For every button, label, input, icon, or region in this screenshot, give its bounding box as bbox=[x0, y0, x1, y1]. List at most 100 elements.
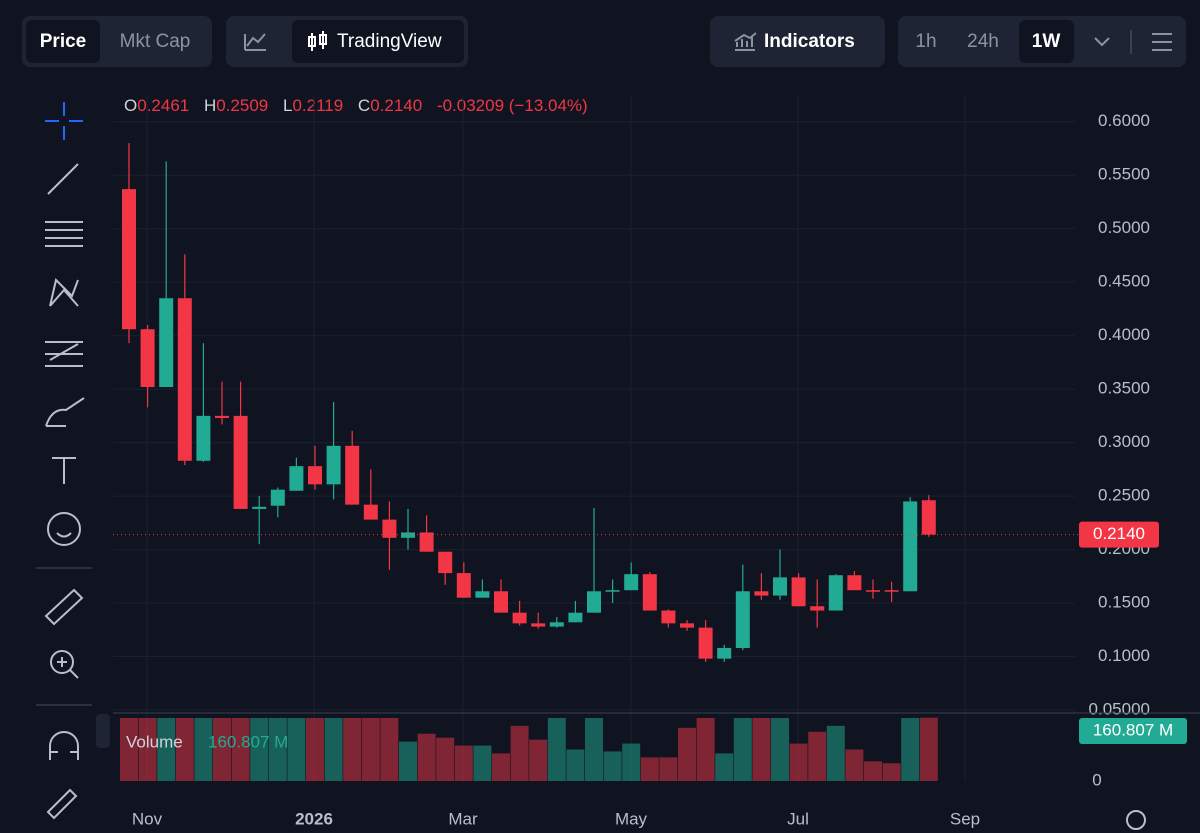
volume-bar bbox=[213, 717, 231, 781]
candle-body bbox=[122, 189, 136, 330]
y-tick-label: 0.4000 bbox=[1098, 325, 1150, 344]
settings-icon[interactable] bbox=[1152, 33, 1172, 51]
indicators-icon bbox=[734, 32, 757, 51]
candle-body bbox=[717, 647, 732, 659]
volume-bar bbox=[454, 745, 473, 781]
zoom-icon bbox=[57, 657, 79, 679]
candle-body bbox=[419, 532, 434, 552]
volume-bar bbox=[547, 717, 566, 781]
y-tick-label: 0.6000 bbox=[1098, 111, 1150, 130]
collapse-button[interactable] bbox=[96, 714, 110, 748]
ohlc-value: 0.2509 bbox=[216, 96, 268, 115]
y-tick-label: 0.3000 bbox=[1098, 432, 1150, 451]
brush-tool[interactable] bbox=[45, 397, 85, 427]
mktcap-button[interactable]: Mkt Cap bbox=[120, 31, 191, 52]
candle-body bbox=[494, 591, 508, 613]
candle-body bbox=[308, 466, 322, 485]
y-tick-label: 0.5000 bbox=[1098, 218, 1150, 237]
volume-bar bbox=[361, 717, 380, 781]
candle-body bbox=[754, 591, 769, 596]
interval-button[interactable]: 1h bbox=[915, 31, 936, 52]
volume-bar bbox=[324, 717, 343, 781]
candle-body bbox=[884, 590, 899, 592]
volume-bar bbox=[808, 731, 827, 781]
y-tick-label: 0.3500 bbox=[1098, 379, 1150, 398]
volume-bar bbox=[752, 717, 771, 781]
x-tick-label: Jul bbox=[787, 809, 809, 828]
crosshair-tool[interactable] bbox=[45, 102, 83, 140]
volume-bar bbox=[603, 751, 622, 781]
magnet-tool[interactable] bbox=[49, 731, 79, 760]
volume-box bbox=[1079, 718, 1187, 744]
volume-bar bbox=[175, 717, 194, 781]
pattern-tool[interactable] bbox=[49, 278, 79, 307]
lock-tool[interactable] bbox=[46, 788, 78, 820]
x-tick-label: Sep bbox=[950, 809, 980, 828]
dropdown-icon[interactable] bbox=[1094, 37, 1110, 47]
volume-bar bbox=[250, 717, 269, 781]
toggle-active bbox=[26, 20, 100, 63]
candle-body bbox=[605, 590, 620, 592]
interval-button[interactable]: 1W bbox=[1032, 31, 1061, 52]
y-tick-label: 0.5500 bbox=[1098, 165, 1150, 184]
candle-body bbox=[549, 622, 564, 627]
ohlc-change: -0.03209 (−13.04%) bbox=[437, 96, 588, 115]
volume-bar bbox=[138, 717, 157, 781]
volume-tick-label: 0 bbox=[1092, 770, 1101, 789]
settings-gear[interactable] bbox=[1126, 810, 1146, 830]
candle-body bbox=[698, 627, 713, 659]
toggle-active bbox=[1019, 20, 1074, 63]
candle-body bbox=[921, 500, 936, 535]
text-tool[interactable] bbox=[52, 457, 76, 484]
interval-button[interactable]: 24h bbox=[967, 31, 999, 52]
ohlc-header: O0.2461 H0.2509 L0.2119 C0.2140 -0.03209… bbox=[124, 96, 588, 115]
x-tick-label: 2026 bbox=[295, 809, 333, 828]
volume-bar bbox=[510, 725, 529, 781]
volume-bar bbox=[789, 743, 808, 781]
volume-bar bbox=[268, 717, 287, 781]
x-tick-label: Mar bbox=[448, 809, 478, 828]
candle-body bbox=[289, 466, 304, 491]
lines-tool[interactable] bbox=[45, 221, 83, 247]
volume-bar bbox=[901, 717, 920, 781]
y-tick-label: 0.4500 bbox=[1098, 272, 1150, 291]
indicators-button-bg[interactable] bbox=[710, 16, 885, 67]
line-icon[interactable] bbox=[244, 33, 266, 51]
candle-body bbox=[624, 574, 639, 591]
fib-tool[interactable] bbox=[45, 341, 83, 367]
volume-bar bbox=[826, 725, 845, 781]
emoji-smile bbox=[56, 532, 72, 538]
emoji-tool[interactable] bbox=[47, 512, 81, 546]
volume-bar bbox=[436, 737, 455, 781]
ruler-tool[interactable] bbox=[44, 588, 84, 626]
line-tool[interactable] bbox=[47, 163, 79, 195]
candle-icon bbox=[308, 31, 327, 51]
candle-body bbox=[382, 519, 397, 538]
volume-bar bbox=[678, 727, 696, 781]
candle-body bbox=[735, 591, 750, 648]
candle-body bbox=[531, 623, 546, 627]
volume-bar bbox=[733, 717, 752, 781]
volume-bar bbox=[399, 741, 417, 781]
volume-bar bbox=[640, 757, 659, 781]
volume-bar bbox=[343, 717, 362, 781]
ohlc-label: C bbox=[358, 96, 370, 115]
indicators-button[interactable]: Indicators bbox=[764, 31, 855, 52]
candle-body bbox=[140, 329, 155, 387]
y-tick-label: 0.1000 bbox=[1098, 646, 1150, 665]
ohlc-label: H bbox=[204, 96, 216, 115]
zoom-tool[interactable] bbox=[50, 650, 74, 674]
candle-body bbox=[252, 506, 267, 509]
y-tick-label: 0.1500 bbox=[1098, 593, 1150, 612]
volume-bar bbox=[473, 745, 492, 781]
ohlc-label: O bbox=[124, 96, 137, 115]
y-tick-label: 0.05000 bbox=[1089, 699, 1150, 718]
volume-title: Volume bbox=[126, 732, 183, 751]
volume-bar bbox=[696, 717, 715, 781]
volume-bar bbox=[287, 717, 306, 781]
volume-bar bbox=[864, 761, 882, 781]
price-button[interactable]: Price bbox=[40, 31, 86, 52]
candle-body bbox=[810, 606, 825, 611]
volume-bar bbox=[529, 739, 548, 781]
tradingview-button[interactable]: TradingView bbox=[337, 31, 442, 52]
